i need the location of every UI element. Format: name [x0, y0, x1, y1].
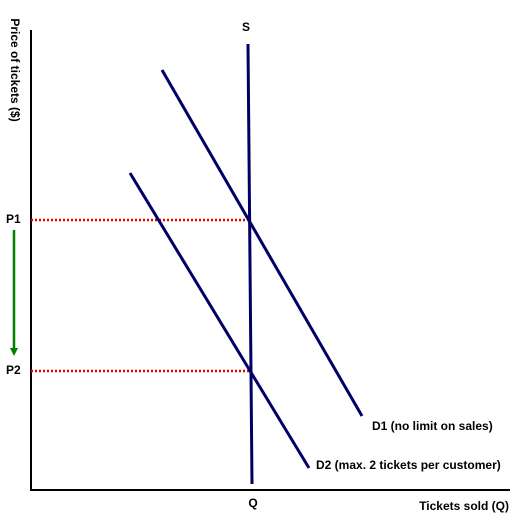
y-axis-label: Price of tickets ($): [8, 18, 22, 121]
p2-label: P2: [6, 363, 21, 377]
p1-label: P1: [6, 212, 21, 226]
x-axis-label: Tickets sold (Q): [419, 499, 509, 513]
q-label: Q: [248, 496, 257, 510]
supply-label: S: [242, 20, 250, 34]
d1-label: D1 (no limit on sales): [372, 419, 493, 433]
d2-curve: [128, 172, 311, 469]
supply-curve: [246, 43, 254, 485]
d2-label: D2 (max. 2 tickets per customer): [316, 458, 501, 472]
d1-curve: [160, 69, 364, 417]
